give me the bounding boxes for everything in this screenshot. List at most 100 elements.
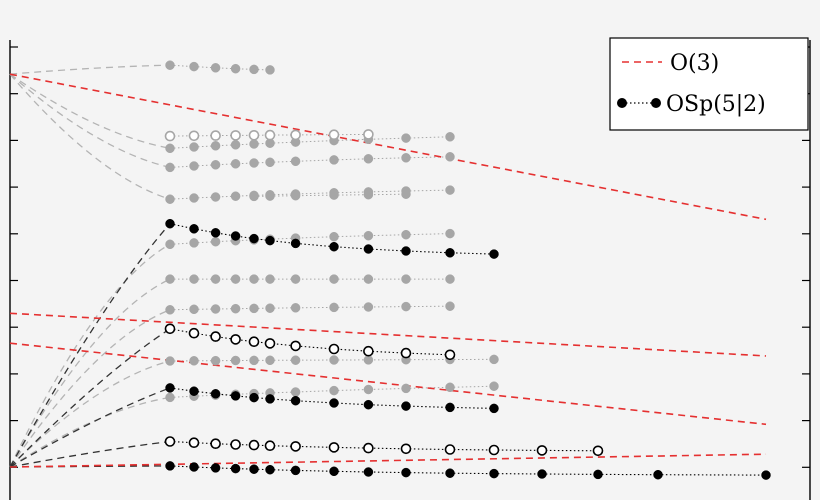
osp-filled-point bbox=[593, 469, 603, 480]
other-level-point bbox=[329, 155, 339, 165]
osp-filled-point bbox=[230, 463, 241, 474]
other-level-point bbox=[249, 355, 259, 366]
other-level-line bbox=[169, 385, 495, 398]
guide-curves bbox=[9, 64, 171, 468]
other-level-point bbox=[445, 274, 455, 284]
other-level-point bbox=[329, 355, 339, 365]
guide-curve bbox=[9, 396, 171, 468]
other-level-point bbox=[445, 301, 455, 311]
o3-line bbox=[9, 342, 767, 426]
osp-open-point bbox=[290, 340, 301, 352]
other-level-point bbox=[230, 191, 241, 201]
osp-filled-point bbox=[489, 403, 499, 414]
osp-filled-point bbox=[189, 462, 199, 472]
other-level-point bbox=[363, 189, 374, 200]
osp-guide-curve bbox=[9, 440, 171, 468]
osp-filled-point bbox=[363, 467, 374, 477]
other-level-point bbox=[290, 190, 301, 201]
guide-curve bbox=[9, 73, 171, 200]
guide-curve bbox=[9, 64, 171, 75]
osp-filled-point bbox=[290, 238, 301, 249]
other-level-point bbox=[290, 355, 301, 365]
osp-open-point bbox=[400, 443, 412, 455]
osp-open-point bbox=[363, 442, 374, 454]
other-level-point bbox=[401, 133, 411, 143]
other-level-point bbox=[290, 303, 301, 313]
osp-guide-curve bbox=[9, 223, 171, 468]
other-level-point bbox=[329, 190, 339, 200]
series-points bbox=[164, 60, 771, 480]
other-level-point bbox=[189, 238, 199, 248]
guide-curve bbox=[9, 243, 171, 468]
osp-open-point bbox=[164, 323, 176, 335]
guide-curve bbox=[9, 278, 171, 468]
osp-open-point bbox=[230, 439, 241, 450]
other-level-point bbox=[445, 382, 455, 393]
osp-line bbox=[169, 387, 495, 409]
osp-guide-curve bbox=[9, 328, 171, 468]
legend-osp-label: OSp(5|2) bbox=[666, 92, 766, 117]
other-level-open-point bbox=[230, 130, 241, 141]
o3-line bbox=[9, 453, 767, 468]
other-level-point bbox=[210, 274, 221, 284]
osp-filled-point bbox=[165, 461, 175, 471]
o3-line bbox=[9, 73, 767, 221]
legend-osp-marker-left bbox=[617, 98, 627, 108]
osp-open-point bbox=[488, 444, 500, 456]
other-level-point bbox=[165, 162, 175, 173]
osp-filled-point bbox=[265, 235, 275, 246]
osp-open-point bbox=[592, 445, 604, 457]
osp-filled-point bbox=[761, 470, 771, 480]
osp-filled-point bbox=[445, 402, 455, 413]
osp-filled-point bbox=[265, 464, 275, 475]
osp-open-point bbox=[210, 331, 221, 342]
other-level-point bbox=[189, 193, 199, 203]
other-level-open-point bbox=[328, 129, 340, 140]
osp-filled-point bbox=[401, 246, 411, 256]
other-level-point bbox=[189, 304, 199, 315]
other-level-point bbox=[210, 141, 221, 151]
other-level-point bbox=[363, 274, 374, 284]
osp-filled-point bbox=[489, 249, 499, 259]
other-level-point bbox=[363, 384, 374, 395]
other-level-point bbox=[249, 158, 259, 168]
osp-open-point bbox=[210, 438, 221, 450]
osp-filled-point bbox=[189, 224, 199, 234]
osp-filled-point bbox=[329, 241, 339, 252]
other-level-open-point bbox=[188, 130, 200, 142]
other-level-point bbox=[265, 303, 275, 313]
osp-line bbox=[169, 465, 767, 476]
osp-filled-point bbox=[230, 391, 241, 401]
other-level-point bbox=[329, 385, 339, 396]
other-level-point bbox=[189, 161, 199, 171]
legend-o3-label: O(3) bbox=[670, 51, 719, 76]
other-level-point bbox=[445, 132, 455, 142]
osp-filled-point bbox=[445, 468, 455, 478]
legend-osp-marker-right bbox=[651, 98, 661, 108]
other-level-point bbox=[165, 305, 175, 315]
osp-open-point bbox=[363, 345, 374, 357]
osp-filled-point bbox=[401, 467, 411, 478]
other-level-point bbox=[445, 228, 455, 239]
other-level-point bbox=[230, 159, 241, 169]
other-level-point bbox=[165, 274, 175, 284]
other-level-point bbox=[329, 231, 339, 242]
osp-open-point bbox=[230, 334, 241, 345]
other-level-point bbox=[265, 157, 275, 168]
other-level-point bbox=[265, 355, 275, 366]
osp-filled-point bbox=[489, 468, 499, 479]
other-level-point bbox=[165, 143, 175, 154]
osp-open-point bbox=[328, 442, 340, 453]
osp-open-point bbox=[188, 437, 200, 449]
other-level-point bbox=[363, 355, 374, 365]
other-level-point bbox=[230, 303, 241, 314]
osp-filled-point bbox=[363, 244, 374, 254]
osp-open-point bbox=[290, 441, 301, 452]
guide-curve bbox=[9, 73, 171, 169]
other-level-point bbox=[230, 63, 241, 74]
other-level-point bbox=[249, 191, 259, 202]
other-level-point bbox=[363, 230, 374, 241]
other-level-point bbox=[230, 355, 241, 366]
osp-filled-point bbox=[165, 383, 175, 393]
